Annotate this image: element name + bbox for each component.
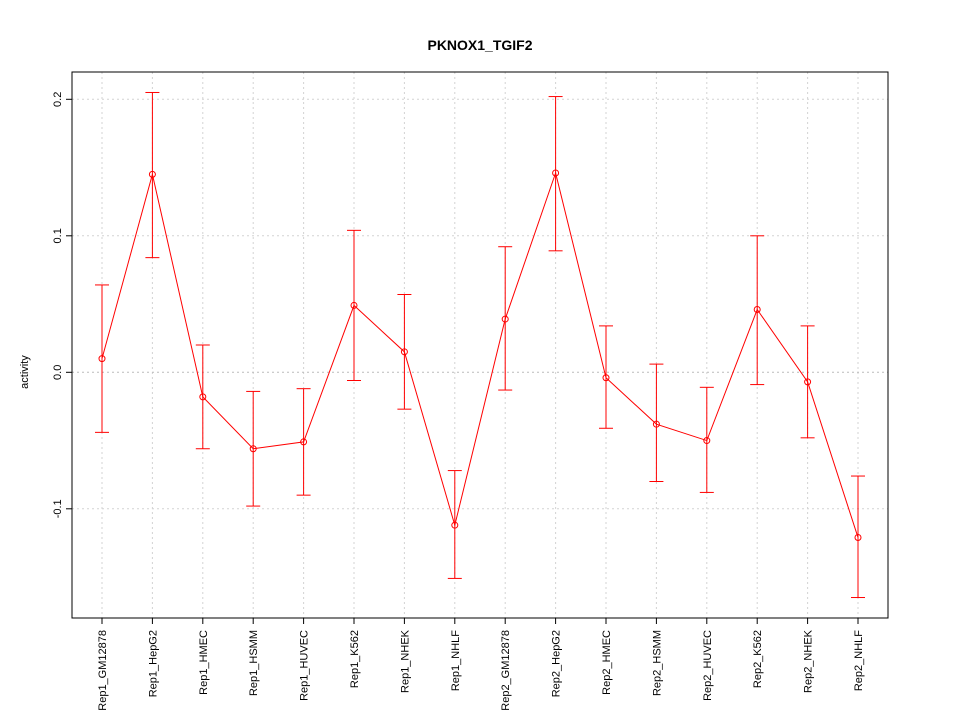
series-polyline: [101, 171, 859, 538]
x-tick-label: Rep1_K562: [349, 630, 361, 688]
x-tick-label: Rep2_HUVEC: [702, 630, 714, 701]
data-point: [501, 315, 509, 323]
x-tick-label: Rep1_HepG2: [147, 630, 159, 697]
chart-title: PKNOX1_TGIF2: [427, 37, 532, 53]
x-tick-label: Rep2_NHEK: [803, 629, 815, 693]
data-point: [552, 169, 560, 177]
data-point: [804, 378, 812, 386]
data-points: [98, 169, 862, 541]
y-axis: -0.1 0.0 0.1 0.2: [52, 92, 72, 518]
error-bars: [95, 91, 865, 599]
x-tick-label: Rep2_NHLF: [853, 630, 865, 691]
x-tick-label: Rep2_HSMM: [651, 630, 663, 696]
data-point: [400, 348, 408, 356]
grid: [72, 72, 888, 618]
x-axis: Rep1_GM12878 Rep1_HepG2 Rep1_HMEC Rep1_HSMM…: [97, 618, 865, 711]
data-point: [300, 438, 308, 446]
data-point: [602, 374, 610, 382]
y-axis-label: activity: [19, 355, 31, 389]
data-point: [148, 170, 156, 178]
data-point: [350, 301, 358, 309]
x-tick-label: Rep2_K562: [752, 630, 764, 688]
data-point: [652, 420, 660, 428]
data-point: [703, 437, 711, 445]
data-point: [98, 355, 106, 363]
x-tick-label: Rep2_HepG2: [551, 630, 563, 697]
x-tick-label: Rep1_HMEC: [198, 630, 210, 695]
x-tick-label: Rep2_HMEC: [601, 630, 613, 695]
x-tick-label: Rep1_HSMM: [248, 630, 260, 696]
x-tick-label: Rep1_NHEK: [399, 629, 411, 693]
x-tick-label: Rep1_HUVEC: [299, 630, 311, 701]
plot-frame: [71, 71, 889, 619]
y-tick-label: 0.1: [52, 228, 64, 243]
y-tick-label: 0.2: [52, 92, 64, 107]
data-point: [753, 306, 761, 314]
data-point: [249, 445, 257, 453]
y-tick-label: -0.1: [52, 499, 64, 518]
y-tick-label: 0.0: [52, 365, 64, 380]
series-line: [101, 171, 859, 538]
x-tick-label: Rep1_GM12878: [97, 630, 109, 711]
data-point: [854, 533, 862, 541]
x-tick-label: Rep2_GM12878: [500, 630, 512, 711]
data-point: [451, 521, 459, 529]
x-tick-label: Rep1_NHLF: [450, 630, 462, 691]
data-point: [199, 393, 207, 401]
